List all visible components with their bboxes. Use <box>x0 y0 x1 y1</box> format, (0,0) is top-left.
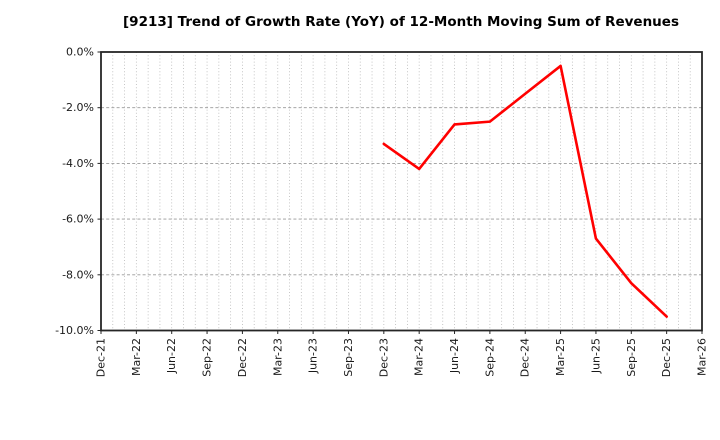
x-tick-label: Sep-23 <box>342 338 355 377</box>
y-tick-label: -8.0% <box>62 268 94 281</box>
chart-title: [9213] Trend of Growth Rate (YoY) of 12-… <box>123 14 679 30</box>
x-minor-gridlines <box>112 52 691 331</box>
x-tick-label: Mar-26 <box>696 338 709 376</box>
x-tick-label: Dec-22 <box>236 338 249 377</box>
x-tick-label: Sep-24 <box>483 338 496 377</box>
x-tick-label: Sep-22 <box>201 338 214 377</box>
x-tick-label: Mar-22 <box>130 338 143 376</box>
x-tick-label: Dec-25 <box>660 338 673 377</box>
x-tick-label: Jun-25 <box>589 338 602 374</box>
x-tick-label: Mar-24 <box>413 338 426 376</box>
x-tick-label: Dec-24 <box>519 338 532 377</box>
x-tick-label: Jun-24 <box>448 338 461 374</box>
series-line-growth-rate <box>382 64 668 318</box>
data-series <box>382 64 668 318</box>
y-tick-label: 0.0% <box>66 46 94 59</box>
x-tick-label: Mar-23 <box>271 338 284 376</box>
x-tick-label: Dec-21 <box>95 338 108 377</box>
x-tick-label: Jun-23 <box>307 338 320 374</box>
axis-ticks <box>97 51 703 334</box>
y-major-gridlines <box>101 107 702 276</box>
y-tick-label: -2.0% <box>62 101 94 114</box>
x-tick-label: Mar-25 <box>554 338 567 376</box>
y-tick-label: -10.0% <box>55 324 94 337</box>
x-tick-label: Sep-25 <box>625 338 638 377</box>
axis-tick-labels: Dec-21 Mar-22 Jun-22 Sep-22 Dec-22 Mar-23 Jun-… <box>55 46 708 378</box>
plot-border <box>100 51 703 332</box>
x-tick-label: Jun-22 <box>165 338 178 374</box>
x-tick-label: Dec-23 <box>377 338 390 377</box>
y-tick-label: -6.0% <box>62 213 94 226</box>
y-tick-label: -4.0% <box>62 157 94 170</box>
